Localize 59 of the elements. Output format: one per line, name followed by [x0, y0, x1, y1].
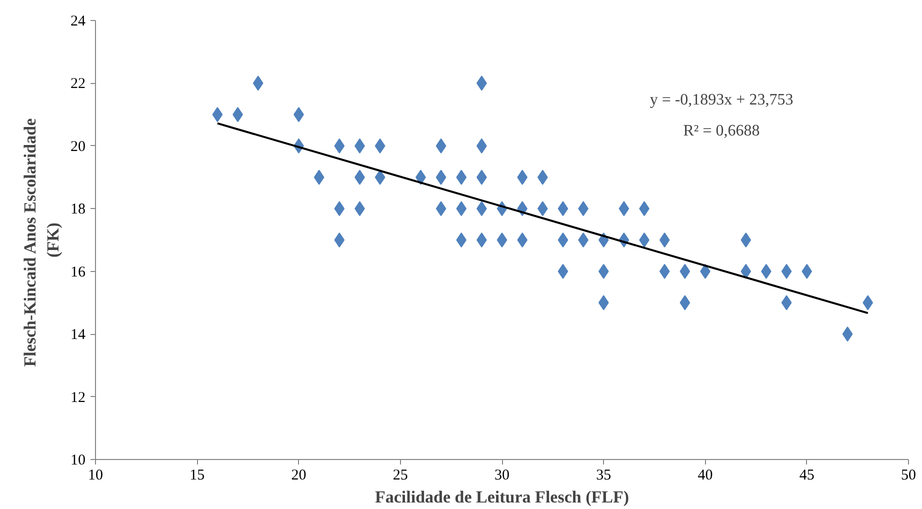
y-tick-label: 18 — [70, 202, 86, 218]
x-tick-label: 15 — [190, 468, 205, 484]
x-tick-label: 20 — [291, 468, 306, 484]
y-tick-label: 16 — [70, 264, 86, 280]
annotation: R² = 0,6688 — [683, 122, 760, 140]
point — [436, 138, 446, 154]
point — [659, 264, 670, 279]
point — [598, 264, 609, 279]
point — [740, 232, 752, 248]
y-tick-label: 22 — [70, 76, 86, 92]
point — [456, 170, 467, 185]
point — [598, 295, 609, 310]
point — [374, 170, 386, 185]
y-tick-label: 10 — [70, 452, 86, 468]
point — [334, 232, 345, 248]
y-axis-title: Flesch-Kincaid Anos Escolaridade (FK) — [20, 118, 62, 367]
point — [842, 326, 853, 342]
x-axis-title: Facilidade de Leitura Flesch (FLF) — [374, 488, 630, 506]
point — [659, 232, 670, 248]
x-tick-label: 25 — [392, 468, 408, 484]
point — [456, 201, 467, 216]
point — [252, 76, 264, 91]
point — [456, 232, 467, 248]
point — [558, 201, 568, 216]
point — [334, 201, 345, 216]
point — [740, 264, 752, 279]
point — [618, 201, 630, 216]
point — [517, 232, 528, 248]
x-tick-label: 40 — [698, 468, 713, 484]
point — [781, 264, 792, 279]
point — [680, 264, 690, 279]
point — [314, 170, 324, 185]
annotation: y = -0,1893x + 23,753 — [650, 91, 794, 108]
point — [212, 107, 223, 122]
point — [476, 232, 487, 248]
point — [578, 232, 588, 248]
x-tick-label: 30 — [494, 468, 510, 484]
point — [639, 232, 650, 248]
point — [537, 170, 548, 185]
point — [802, 264, 812, 279]
y-tick-label: 14 — [70, 327, 86, 344]
x-tick-label: 35 — [596, 468, 612, 484]
point — [558, 264, 568, 279]
y-tick-label: 20 — [70, 138, 86, 155]
point — [496, 232, 508, 248]
point — [680, 295, 690, 310]
point — [781, 295, 792, 310]
y-tick-label: 24 — [70, 14, 86, 30]
x-tick-label: 45 — [799, 468, 814, 484]
point — [334, 138, 345, 154]
y-tick-label: 12 — [70, 390, 86, 406]
point — [558, 232, 568, 248]
point — [862, 295, 874, 310]
x-tick-label: 10 — [88, 468, 103, 484]
point — [436, 170, 446, 185]
x-tick-label: 50 — [901, 468, 916, 484]
point — [436, 201, 446, 216]
point — [537, 201, 548, 216]
point — [374, 138, 386, 154]
